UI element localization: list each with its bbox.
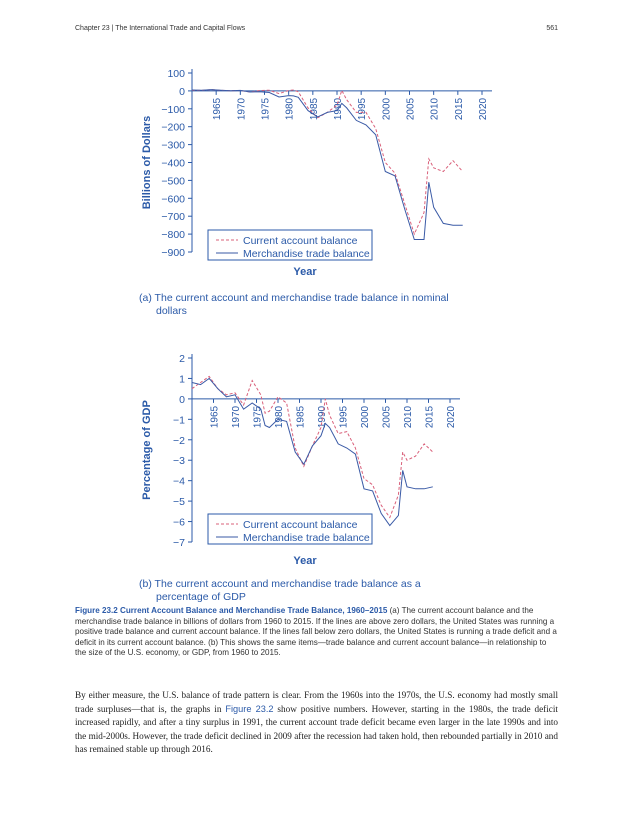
- chart-nominal-dollars: 100 0 −100 −200 −300 −400 −500 −600 −700 −800 −900…: [141, 68, 492, 278]
- chapter-title: Chapter 23 | The International Trade and…: [75, 25, 246, 32]
- body-text-part2: show positive numbers. However, starting…: [75, 703, 558, 755]
- figure-reference-link[interactable]: Figure 23.2: [225, 703, 274, 714]
- y-tick-label: −100: [161, 104, 185, 116]
- x-tick-label: 2000: [360, 405, 371, 428]
- figure-caption-title: Figure 23.2 Current Account Balance and …: [75, 606, 388, 615]
- y-tick-label: −1: [173, 414, 185, 426]
- x-tick-label: 1975: [261, 97, 272, 120]
- x-tick-label: 1990: [317, 405, 328, 428]
- x-axis-title: Year: [293, 266, 317, 278]
- y-tick-label: −400: [161, 158, 185, 170]
- y-tick-label: 2: [179, 353, 185, 365]
- y-tick-label: 0: [179, 86, 185, 98]
- series-line-current-account: [191, 375, 434, 519]
- legend-box: [207, 513, 373, 545]
- y-axis-title: Billions of Dollars: [141, 116, 153, 210]
- y-tick-label: 100: [167, 68, 185, 80]
- x-tick-label: 2000: [381, 97, 392, 120]
- x-tick-label: 2020: [478, 97, 489, 120]
- chart-percentage-gdp: 2 1 0 −1 −2 −3 −4 −5 −6 −7 1965 1970 1975 1980 1985 199…: [141, 353, 460, 567]
- y-tick-label: −800: [161, 229, 185, 241]
- legend-label: Current account balance: [243, 235, 358, 247]
- panel-a-caption: (a) The current account and merchandise …: [139, 292, 479, 318]
- x-tick-label: 1965: [212, 97, 223, 120]
- y-tick-label: −600: [161, 193, 185, 205]
- y-tick-label: −6: [173, 517, 185, 529]
- legend-label: Merchandise trade balance: [243, 248, 370, 260]
- y-tick-label: −500: [161, 175, 185, 187]
- x-tick-label: 1980: [274, 405, 285, 428]
- x-tick-label: 2020: [446, 405, 457, 428]
- y-tick-label: 1: [179, 373, 185, 385]
- y-tick-label: 0: [179, 394, 185, 406]
- x-tick-label: 1965: [210, 405, 221, 428]
- x-tick-label: 1985: [309, 97, 320, 120]
- legend-label: Merchandise trade balance: [243, 532, 370, 544]
- y-tick-label: −3: [173, 455, 185, 467]
- x-tick-label: 2005: [406, 97, 417, 120]
- panel-b-caption-line2: percentage of GDP: [156, 591, 246, 603]
- x-tick-label: 2015: [454, 97, 465, 120]
- series-line-merchandise-trade: [191, 89, 463, 240]
- x-tick-label: 2010: [403, 405, 414, 428]
- x-tick-label: 1985: [296, 405, 307, 428]
- legend-box: [207, 229, 373, 261]
- x-tick-label: 2010: [430, 97, 441, 120]
- panel-a-caption-line1: (a) The current account and merchandise …: [139, 292, 449, 304]
- figure-caption: Figure 23.2 Current Account Balance and …: [75, 606, 558, 659]
- y-tick-label: −900: [161, 247, 185, 259]
- x-tick-label: 1995: [339, 405, 350, 428]
- series-line-current-account: [192, 89, 464, 236]
- x-tick-label: 2015: [425, 405, 436, 428]
- panel-a-caption-line2: dollars: [156, 305, 187, 317]
- y-tick-label: −4: [173, 476, 185, 488]
- legend-label: Current account balance: [243, 519, 358, 531]
- x-tick-label: 2005: [382, 405, 393, 428]
- panel-b-caption-line1: (b) The current account and merchandise …: [139, 578, 421, 590]
- x-tick-label: 1980: [285, 97, 296, 120]
- x-tick-label: 1995: [357, 97, 368, 120]
- panel-b-caption: (b) The current account and merchandise …: [139, 578, 479, 604]
- series-line-merchandise-trade: [191, 377, 433, 527]
- figure-caption-text: (a) The current account balance and the …: [75, 606, 557, 658]
- x-axis-title: Year: [293, 555, 317, 567]
- y-tick-label: −200: [161, 122, 185, 134]
- x-tick-label: 1975: [253, 405, 264, 428]
- y-tick-label: −5: [173, 496, 185, 508]
- y-axis-title: Percentage of GDP: [141, 400, 153, 500]
- y-tick-label: −2: [173, 435, 185, 447]
- page-number: 561: [546, 25, 558, 32]
- body-paragraph: By either measure, the U.S. balance of t…: [75, 689, 558, 757]
- x-tick-label: 1970: [231, 405, 242, 428]
- x-tick-label: 1970: [236, 97, 247, 120]
- y-tick-label: −7: [173, 537, 185, 549]
- body-text-part1: By either measure, the U.S. balance of t…: [75, 690, 558, 714]
- y-tick-label: −700: [161, 211, 185, 223]
- y-tick-label: −300: [161, 140, 185, 152]
